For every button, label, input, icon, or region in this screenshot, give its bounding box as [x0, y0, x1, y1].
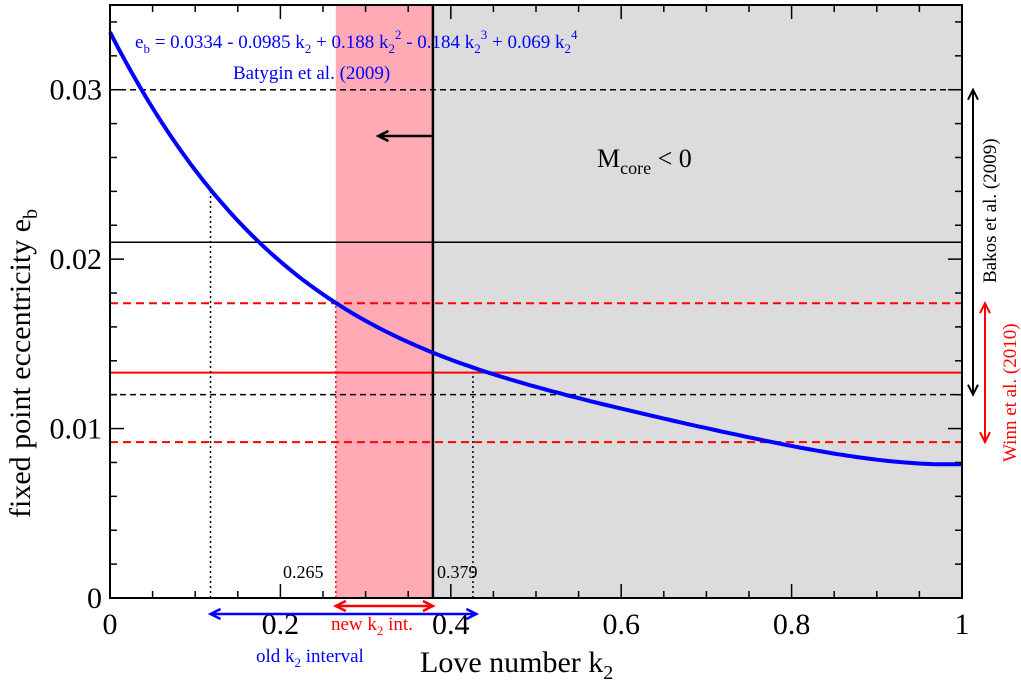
curve-formula: eb = 0.0334 - 0.0985 k2 + 0.188 k22 - 0.…: [135, 27, 578, 56]
x-tick-label: 0.8: [773, 608, 811, 641]
mcore-arrow-head: [375, 129, 389, 143]
winn-label: Winn et al. (2010): [1000, 323, 1021, 462]
y-tick-label: 0.01: [50, 413, 103, 446]
winn-range-arrow-heads: [979, 300, 991, 445]
observation-lines: [110, 88, 962, 444]
axes-frame: 0 0.2 0.4 0.6 0.8 100.010.020.03: [50, 4, 970, 641]
label-0379: 0.379: [437, 562, 478, 582]
y-tick-label: 0.02: [50, 243, 103, 276]
vertical-markers: [209, 5, 474, 598]
old-interval-label: old k2 interval: [256, 646, 364, 670]
y-tick-label: 0.03: [50, 74, 103, 107]
x-tick-label: 0: [103, 608, 118, 641]
shaded-regions: [335, 5, 963, 598]
mcore-label: Mcore < 0: [597, 144, 692, 178]
old-interval-arrow-head: [207, 607, 222, 621]
label-0265: 0.265: [283, 562, 324, 582]
old-interval-arrow-head2: [465, 607, 480, 621]
y-axis-label: fixed point eccentricity eb: [4, 209, 42, 518]
shaded-region-0: [335, 5, 433, 598]
fit-curve: [108, 31, 963, 467]
annotations: eb = 0.0334 - 0.0985 k2 + 0.188 k22 - 0.…: [4, 27, 1021, 681]
new-interval-arrow-head2: [422, 599, 436, 613]
new-interval-arrow-head: [332, 599, 347, 613]
bakos-label: Bakos et al. (2009): [980, 138, 1001, 283]
x-axis-label: Love number k2: [420, 646, 613, 681]
arrows: [207, 87, 991, 621]
new-interval-label: new k2 int.: [331, 614, 413, 638]
x-tick-label: 1: [955, 608, 970, 641]
shaded-region-1: [432, 5, 963, 598]
x-tick-label: 0.6: [602, 608, 640, 641]
curve-source: Batygin et al. (2009): [233, 63, 390, 84]
bakos-range-arrow-heads: [967, 87, 979, 397]
y-tick-label: 0: [87, 582, 102, 615]
